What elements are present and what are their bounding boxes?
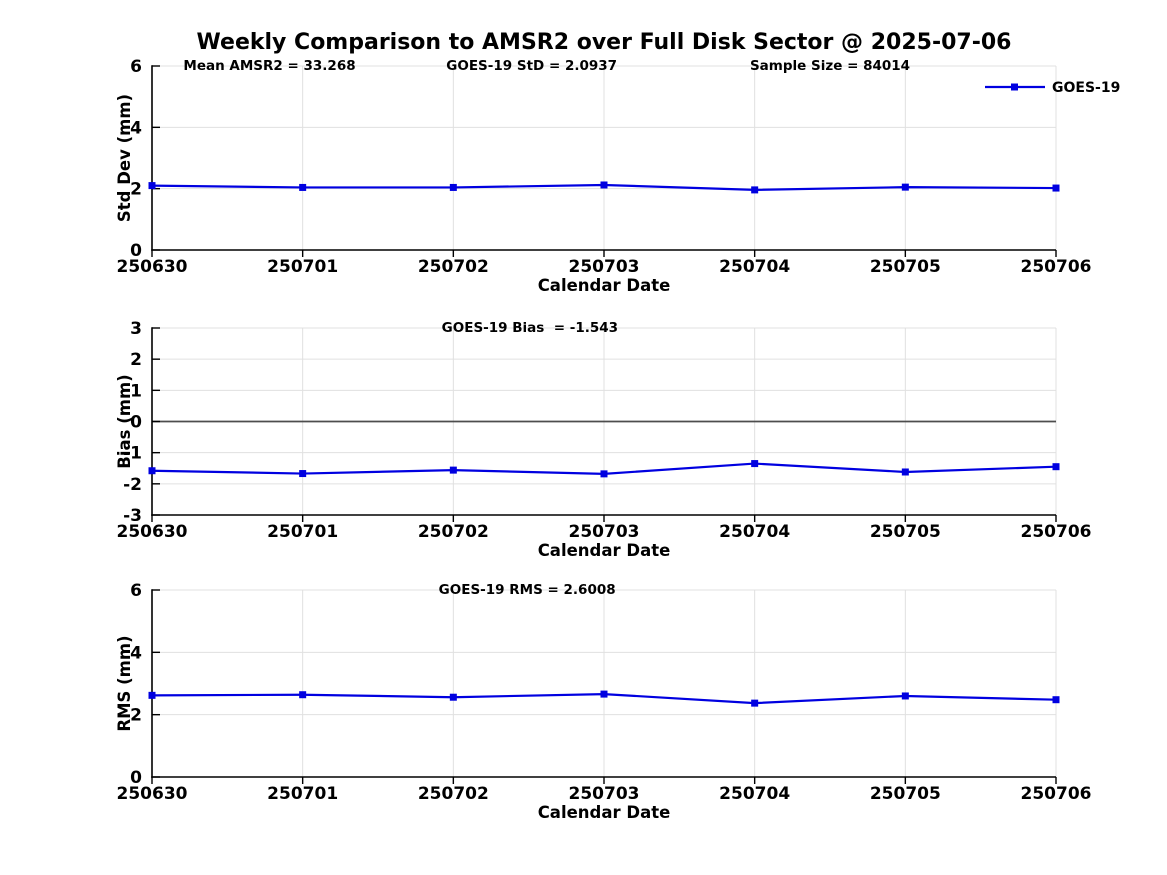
- y-tick-label: 2: [130, 180, 142, 200]
- x-tick-label: 250706: [1021, 257, 1092, 277]
- series-marker: [751, 699, 759, 707]
- x-tick-label: 250703: [569, 257, 640, 277]
- series-marker: [751, 186, 759, 194]
- annotation-text: GOES-19 RMS = 2.6008: [439, 582, 616, 598]
- y-tick-label: 3: [130, 319, 142, 339]
- series-marker: [148, 691, 156, 699]
- x-tick-label: 250706: [1021, 784, 1092, 804]
- y-tick-label: 6: [130, 57, 142, 77]
- x-tick-label: 250705: [870, 784, 941, 804]
- series-marker: [299, 470, 307, 478]
- series-marker: [600, 181, 608, 189]
- series-marker: [299, 183, 307, 191]
- y-tick-label: 2: [130, 350, 142, 370]
- series-marker: [901, 183, 909, 191]
- y-tick-label: -3: [123, 506, 142, 526]
- x-tick-label: 250703: [569, 784, 640, 804]
- y-tick-label: 6: [130, 581, 142, 601]
- x-axis-label: Calendar Date: [538, 276, 671, 295]
- annotation-text: Mean AMSR2 = 33.268: [183, 58, 355, 74]
- x-tick-label: 250701: [267, 522, 338, 542]
- series-marker: [1052, 463, 1060, 471]
- figure-title: Weekly Comparison to AMSR2 over Full Dis…: [196, 30, 1012, 55]
- x-axis-label: Calendar Date: [538, 541, 671, 560]
- x-tick-label: 250701: [267, 784, 338, 804]
- annotation-text: Sample Size = 84014: [750, 58, 910, 74]
- annotation-text: GOES-19 Bias = -1.543: [442, 320, 618, 336]
- x-tick-label: 250704: [719, 257, 790, 277]
- series-marker: [449, 466, 457, 474]
- y-axis-label: Std Dev (mm): [115, 94, 134, 222]
- legend-label: GOES-19: [1052, 80, 1120, 96]
- y-tick-label: 2: [130, 706, 142, 726]
- x-tick-label: 250705: [870, 257, 941, 277]
- y-tick-label: 4: [130, 643, 142, 663]
- y-tick-label: 1: [130, 381, 142, 401]
- x-axis-label: Calendar Date: [538, 803, 671, 822]
- x-tick-label: 250630: [117, 522, 188, 542]
- x-tick-label: 250704: [719, 522, 790, 542]
- y-axis-label: RMS (mm): [115, 635, 134, 731]
- series-marker: [751, 460, 759, 468]
- series-marker: [901, 692, 909, 700]
- series-marker: [1052, 184, 1060, 192]
- x-tick-label: 250701: [267, 257, 338, 277]
- y-axis-label: Bias (mm): [115, 374, 134, 468]
- series-marker: [148, 182, 156, 190]
- series-marker: [299, 691, 307, 699]
- annotation-text: GOES-19 StD = 2.0937: [446, 58, 617, 74]
- x-tick-label: 250630: [117, 257, 188, 277]
- series-marker: [449, 693, 457, 701]
- y-tick-label: -2: [123, 475, 142, 495]
- x-tick-label: 250704: [719, 784, 790, 804]
- x-tick-label: 250705: [870, 522, 941, 542]
- series-marker: [901, 468, 909, 476]
- x-tick-label: 250702: [418, 257, 489, 277]
- x-tick-label: 250702: [418, 784, 489, 804]
- series-marker: [1052, 696, 1060, 704]
- x-tick-label: 250703: [569, 522, 640, 542]
- series-marker: [148, 467, 156, 475]
- series-marker: [600, 690, 608, 698]
- x-tick-label: 250630: [117, 784, 188, 804]
- series-marker: [600, 470, 608, 478]
- y-tick-label: 0: [130, 241, 142, 261]
- y-tick-label: -1: [123, 444, 142, 464]
- legend-marker: [1011, 83, 1018, 91]
- y-tick-label: 4: [130, 118, 142, 138]
- series-marker: [449, 183, 457, 191]
- y-tick-label: 0: [130, 413, 142, 433]
- y-tick-label: 0: [130, 768, 142, 788]
- x-tick-label: 250702: [418, 522, 489, 542]
- x-tick-label: 250706: [1021, 522, 1092, 542]
